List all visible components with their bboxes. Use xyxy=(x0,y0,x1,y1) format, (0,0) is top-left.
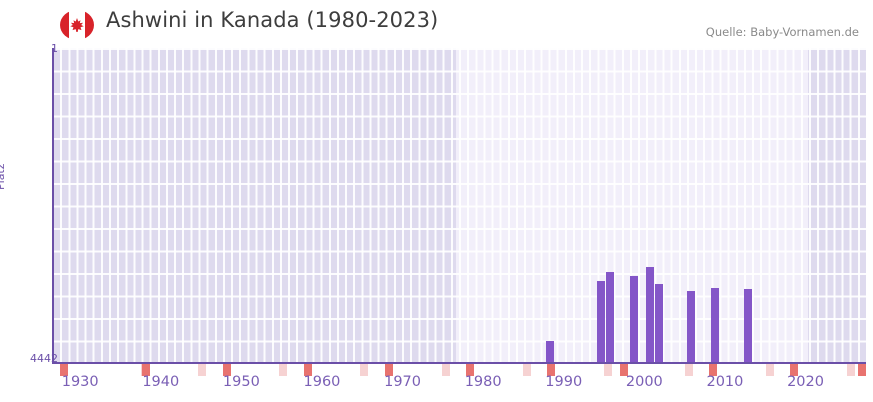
bar-2000[interactable] xyxy=(630,276,638,363)
x-tick-2010: 2010 xyxy=(706,374,744,390)
baseline-marker-15 xyxy=(685,364,693,376)
baseline-marker-2 xyxy=(142,364,150,376)
baseline-marker-3 xyxy=(198,364,206,376)
x-tick-1980: 1980 xyxy=(464,374,502,390)
x-tick-1970: 1970 xyxy=(384,374,421,390)
x-tick-1930: 1930 xyxy=(61,374,99,390)
baseline-marker-9 xyxy=(442,364,450,376)
baseline-marker-17 xyxy=(766,364,774,376)
y-axis-line xyxy=(52,48,54,364)
page-title: Ashwini in Kanada (1980-2023) xyxy=(106,8,439,32)
chart-header: Ashwini in Kanada (1980-2023) Quelle: Ba… xyxy=(0,0,873,46)
y-tick-bottom: 4442 xyxy=(30,352,58,365)
x-tick-1960: 1960 xyxy=(303,374,341,390)
baseline-marker-row xyxy=(52,364,866,376)
baseline-marker-16 xyxy=(709,364,717,376)
baseline-marker-12 xyxy=(547,364,555,376)
canada-flag-icon xyxy=(60,10,94,40)
source-attribution: Quelle: Baby-Vornamen.de xyxy=(705,25,859,39)
baseline-marker-11 xyxy=(523,364,531,376)
bar-2010[interactable] xyxy=(711,288,719,363)
x-tick-1990: 1990 xyxy=(545,374,583,390)
y-tick-top: 1 xyxy=(51,42,58,55)
bar-2007[interactable] xyxy=(687,291,695,363)
x-tick-1950: 1950 xyxy=(222,374,260,390)
bar-1997[interactable] xyxy=(606,272,614,363)
baseline-marker-5 xyxy=(279,364,287,376)
x-axis-line xyxy=(52,362,866,364)
baseline-marker-20 xyxy=(858,364,866,376)
baseline-marker-6 xyxy=(304,364,312,376)
baseline-marker-4 xyxy=(223,364,231,376)
x-tick-2020: 2020 xyxy=(787,374,824,390)
x-tick-1940: 1940 xyxy=(142,374,180,390)
bar-2014[interactable] xyxy=(744,289,752,363)
bar-1996[interactable] xyxy=(597,281,605,363)
y-axis-label: Platz xyxy=(0,163,7,190)
bar-2002[interactable] xyxy=(646,267,654,363)
baseline-marker-14 xyxy=(620,364,628,376)
flag-band-left xyxy=(60,10,69,40)
baseline-marker-8 xyxy=(385,364,393,376)
flag-band-right xyxy=(85,10,94,40)
baseline-marker-18 xyxy=(790,364,798,376)
baseline-marker-7 xyxy=(360,364,368,376)
bar-2003[interactable] xyxy=(655,284,663,363)
x-tick-2000: 2000 xyxy=(625,374,663,390)
baseline-marker-19 xyxy=(847,364,855,376)
bar-1989[interactable] xyxy=(546,341,554,363)
baseline-marker-10 xyxy=(466,364,474,376)
maple-leaf-icon xyxy=(70,17,84,33)
baseline-marker-0 xyxy=(60,364,68,376)
bar-series xyxy=(52,48,866,363)
baseline-marker-13 xyxy=(604,364,612,376)
